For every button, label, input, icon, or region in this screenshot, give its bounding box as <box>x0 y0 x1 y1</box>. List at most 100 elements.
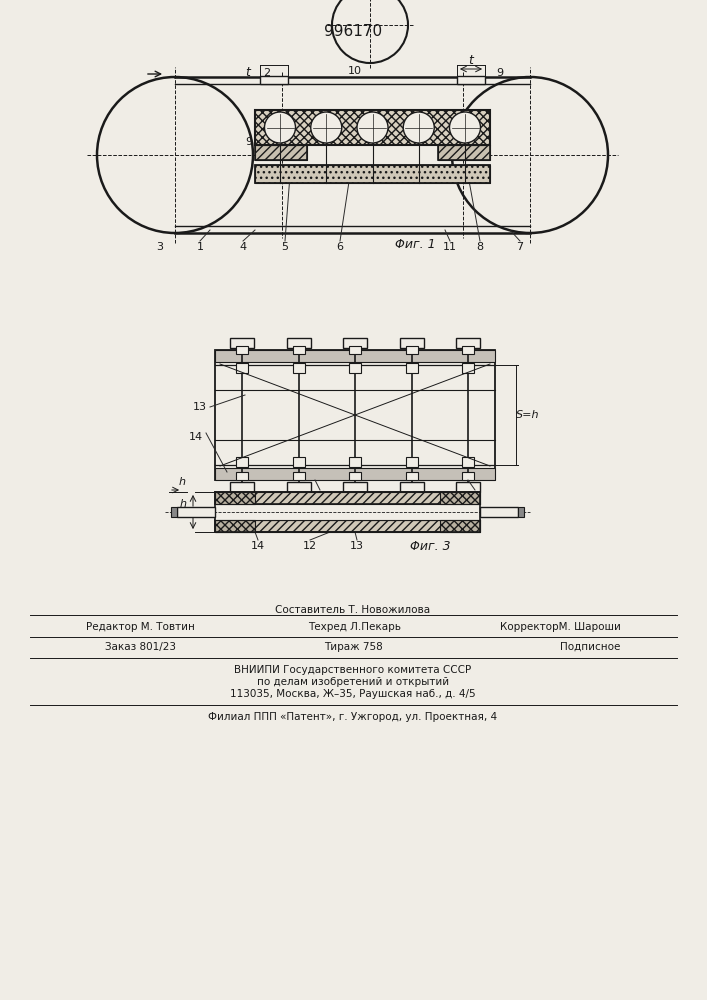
Text: 9: 9 <box>496 68 503 78</box>
Text: 11: 11 <box>468 491 482 501</box>
Text: Φиг. 2: Φиг. 2 <box>395 489 436 502</box>
Bar <box>215 492 255 504</box>
Circle shape <box>311 112 341 143</box>
Bar <box>399 482 423 492</box>
Text: 8: 8 <box>477 242 484 252</box>
Bar <box>255 145 307 160</box>
Text: КорректорМ. Шароши: КорректорМ. Шароши <box>500 622 621 632</box>
Text: 14: 14 <box>251 541 265 551</box>
Text: 11: 11 <box>443 242 457 252</box>
Text: ВНИИПИ Государственного комитета СССР: ВНИИПИ Государственного комитета СССР <box>235 665 472 675</box>
Bar <box>457 76 485 84</box>
Text: 113035, Москва, Ж–35, Раушская наб., д. 4/5: 113035, Москва, Ж–35, Раушская наб., д. … <box>230 689 476 699</box>
Text: 13: 13 <box>193 402 207 412</box>
Bar <box>236 363 248 373</box>
Text: 996170: 996170 <box>324 24 382 39</box>
Bar <box>440 520 480 532</box>
Text: Φиг. 1: Φиг. 1 <box>395 238 436 251</box>
Bar <box>293 363 305 373</box>
Text: 10: 10 <box>348 66 362 76</box>
Text: Подписное: Подписное <box>560 642 620 652</box>
Bar <box>349 363 361 373</box>
Text: 14: 14 <box>189 432 203 442</box>
Bar <box>349 472 361 480</box>
Bar <box>480 507 518 517</box>
Text: 4: 4 <box>240 242 247 252</box>
Bar <box>230 482 254 492</box>
Text: по делам изобретений и открытий: по делам изобретений и открытий <box>257 677 449 687</box>
Bar <box>171 507 177 517</box>
Text: 12: 12 <box>303 541 317 551</box>
Bar <box>236 346 248 354</box>
Bar <box>518 507 524 517</box>
Text: Редактор М. Товтин: Редактор М. Товтин <box>86 622 194 632</box>
Text: 9: 9 <box>245 137 252 147</box>
Bar <box>286 482 310 492</box>
Circle shape <box>332 0 408 63</box>
Bar <box>215 520 480 532</box>
Bar <box>456 338 480 348</box>
Text: 7: 7 <box>516 242 524 252</box>
Bar <box>215 350 495 480</box>
Text: 2: 2 <box>264 68 271 78</box>
Text: h: h <box>180 499 187 509</box>
Bar <box>293 346 305 354</box>
Text: t: t <box>245 66 250 80</box>
Text: S=h: S=h <box>516 410 539 420</box>
Bar <box>215 492 480 504</box>
Bar <box>406 457 418 467</box>
Bar <box>343 338 367 348</box>
Text: 5: 5 <box>281 242 288 252</box>
Bar <box>215 350 495 362</box>
Bar <box>286 338 310 348</box>
Bar <box>438 145 490 160</box>
Bar <box>215 504 480 520</box>
Bar <box>215 492 480 504</box>
Text: Составитель Т. Новожилова: Составитель Т. Новожилова <box>276 605 431 615</box>
Bar <box>349 346 361 354</box>
Text: h: h <box>178 477 185 487</box>
Bar <box>215 520 480 532</box>
Bar <box>399 338 423 348</box>
Bar <box>406 363 418 373</box>
Circle shape <box>357 112 388 143</box>
Bar <box>255 110 490 145</box>
Text: Φиг. 3: Φиг. 3 <box>409 540 450 552</box>
Text: Заказ 801/23: Заказ 801/23 <box>105 642 176 652</box>
Text: 3: 3 <box>156 242 163 252</box>
Bar <box>462 457 474 467</box>
Text: 9: 9 <box>317 491 324 501</box>
Bar <box>462 472 474 480</box>
Bar <box>293 457 305 467</box>
Text: 6: 6 <box>337 242 344 252</box>
Bar <box>462 346 474 354</box>
Circle shape <box>264 112 296 143</box>
Text: 13: 13 <box>350 541 364 551</box>
Bar <box>456 482 480 492</box>
Bar <box>438 145 490 160</box>
Bar <box>236 457 248 467</box>
Bar <box>255 145 307 160</box>
Text: Техред Л.Пекарь: Техред Л.Пекарь <box>308 622 402 632</box>
Bar <box>255 165 490 183</box>
Bar <box>343 482 367 492</box>
Text: 1: 1 <box>197 242 204 252</box>
Bar <box>440 492 480 504</box>
Bar <box>255 165 490 183</box>
Bar <box>230 338 254 348</box>
Bar <box>406 472 418 480</box>
Text: Тираж 758: Тираж 758 <box>324 642 382 652</box>
Bar <box>255 110 490 145</box>
Bar <box>236 472 248 480</box>
Circle shape <box>450 112 481 143</box>
Text: t: t <box>469 54 474 68</box>
Bar <box>177 507 215 517</box>
Bar <box>260 76 288 84</box>
Text: Филиал ППП «Патент», г. Ужгород, ул. Проектная, 4: Филиал ППП «Патент», г. Ужгород, ул. Про… <box>209 712 498 722</box>
Circle shape <box>452 77 608 233</box>
Circle shape <box>97 77 253 233</box>
Circle shape <box>403 112 434 143</box>
Bar <box>293 472 305 480</box>
Bar <box>349 457 361 467</box>
Bar <box>462 363 474 373</box>
